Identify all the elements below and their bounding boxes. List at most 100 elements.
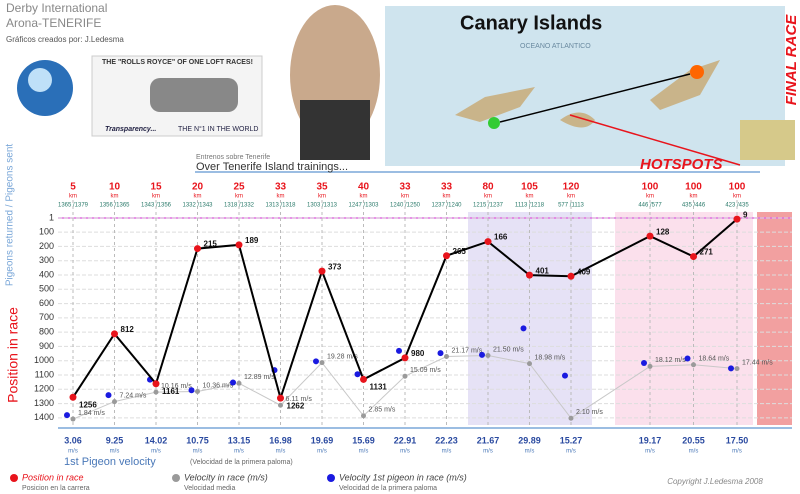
header-credit: Gráficos creados por: J.Ledesma — [6, 35, 124, 44]
velocity-label: 15.09 m/s — [410, 367, 441, 374]
position-label: 189 — [245, 236, 259, 245]
km-value: 10 — [109, 182, 121, 193]
pigeons: 423 /435 — [725, 203, 749, 209]
velocity-label: 21.50 m/s — [493, 346, 524, 353]
y-tick-label: 1100 — [35, 369, 54, 379]
person-suit — [300, 100, 370, 160]
velocity-dot — [444, 354, 449, 360]
y-axis-label: Position in race — [5, 307, 21, 403]
speed-value: 29.89 — [518, 435, 541, 445]
speed-subtitle: (Velocidad de la primera paloma) — [190, 459, 293, 466]
km-unit: km — [152, 194, 160, 200]
band — [757, 212, 792, 425]
speed-value: 13.15 — [228, 435, 251, 445]
km-unit: km — [111, 194, 119, 200]
position-label: 1131 — [370, 383, 388, 392]
top-axis-label: Pigeons returned / Pigeons sent — [5, 144, 16, 287]
km-value: 33 — [275, 182, 287, 193]
pigeons: 1303 /1313 — [307, 203, 338, 209]
velocity-label: 18.12 m/s — [655, 357, 686, 364]
y-tick-label: 200 — [39, 241, 54, 251]
legend-name: Velocity 1st pigeon in race (m/s) — [339, 472, 467, 482]
speed-value: 22.23 — [435, 435, 458, 445]
position-dot — [526, 271, 533, 279]
km-unit: km — [443, 194, 451, 200]
position-dot — [401, 354, 409, 362]
position-dot — [277, 394, 284, 402]
km-value: 80 — [482, 182, 494, 193]
copyright: Copyright J.Ledesma 2008 — [667, 477, 763, 486]
legend-name-es: Posicion en la carrera — [22, 485, 90, 492]
legend-dot — [172, 474, 180, 482]
position-dot — [111, 330, 118, 338]
speed-unit: m/s — [317, 449, 327, 455]
pigeons: 1365 /1379 — [58, 203, 89, 209]
y-tick-label: 400 — [39, 269, 54, 279]
speed-value: 15.69 — [352, 435, 375, 445]
section-big: Over Tenerife Island trainings... — [196, 161, 348, 173]
speed-unit: m/s — [689, 449, 699, 455]
final-race: FINAL RACE — [783, 14, 800, 106]
velocity-dot — [568, 415, 574, 421]
speed-value: 22.91 — [394, 435, 417, 445]
y-tick-label: 100 — [39, 227, 54, 237]
position-label: 401 — [536, 266, 550, 275]
velocity-dot — [195, 388, 200, 394]
velocity-dot — [734, 366, 740, 372]
first-velocity-dot — [230, 379, 236, 386]
velocity-label: 2.10 m/s — [576, 409, 603, 416]
km-unit: km — [318, 194, 326, 200]
first-velocity-dot — [728, 365, 734, 372]
km-value: 35 — [316, 182, 328, 193]
ad-left: Transparency... — [105, 126, 156, 133]
pigeons: 1113 /1218 — [515, 203, 545, 209]
speed-value: 21.67 — [477, 435, 500, 445]
hotspot-green — [488, 117, 500, 129]
km-value: 100 — [685, 182, 702, 193]
speed-unit: m/s — [110, 449, 120, 455]
speed-unit: m/s — [732, 449, 742, 455]
position-label: 980 — [411, 349, 425, 358]
speed-unit: m/s — [276, 449, 286, 455]
velocity-line — [72, 354, 738, 420]
velocity-label: 6.11 m/s — [286, 396, 313, 403]
logo-highlight — [28, 68, 52, 92]
y-tick-label: 300 — [39, 255, 54, 265]
speed-unit: m/s — [442, 449, 452, 455]
position-dot — [69, 393, 77, 401]
km-unit: km — [646, 194, 654, 200]
velocity-label: 12.89 m/s — [244, 374, 275, 381]
car — [150, 78, 238, 112]
position-dot — [235, 241, 243, 249]
position-label: 1262 — [287, 401, 305, 410]
velocity-label: 1.84 m/s — [78, 410, 105, 417]
first-velocity-dot — [64, 412, 70, 419]
speed-value: 14.02 — [145, 435, 168, 445]
y-tick-label: 1300 — [34, 398, 54, 408]
pigeons: 446 /577 — [638, 203, 662, 209]
first-velocity-dot — [396, 347, 402, 354]
speed-value: 20.55 — [682, 435, 705, 445]
position-label: 9 — [743, 210, 748, 219]
velocity-dot — [278, 402, 283, 408]
km-value: 40 — [358, 182, 370, 193]
y-tick-label: 1400 — [34, 412, 54, 422]
hotspot-orange — [690, 65, 704, 79]
km-value: 25 — [233, 182, 245, 193]
legend-dot — [327, 474, 335, 482]
position-label: 128 — [656, 227, 670, 236]
km-unit: km — [484, 194, 492, 200]
speed-unit: m/s — [359, 449, 369, 455]
legend-name-es: Velocidad de la primera paloma — [339, 485, 437, 492]
position-label: 1256 — [79, 400, 97, 409]
first-velocity-dot — [188, 387, 195, 394]
speed-unit: m/s — [566, 449, 576, 455]
position-dot — [567, 272, 575, 280]
velocity-dot — [319, 360, 325, 366]
position-dot — [484, 238, 492, 246]
km-value: 20 — [192, 182, 204, 193]
velocity-label: 17.44 m/s — [742, 359, 773, 366]
km-unit: km — [526, 194, 534, 200]
speed-value: 17.50 — [726, 435, 749, 445]
km-unit: km — [401, 194, 409, 200]
